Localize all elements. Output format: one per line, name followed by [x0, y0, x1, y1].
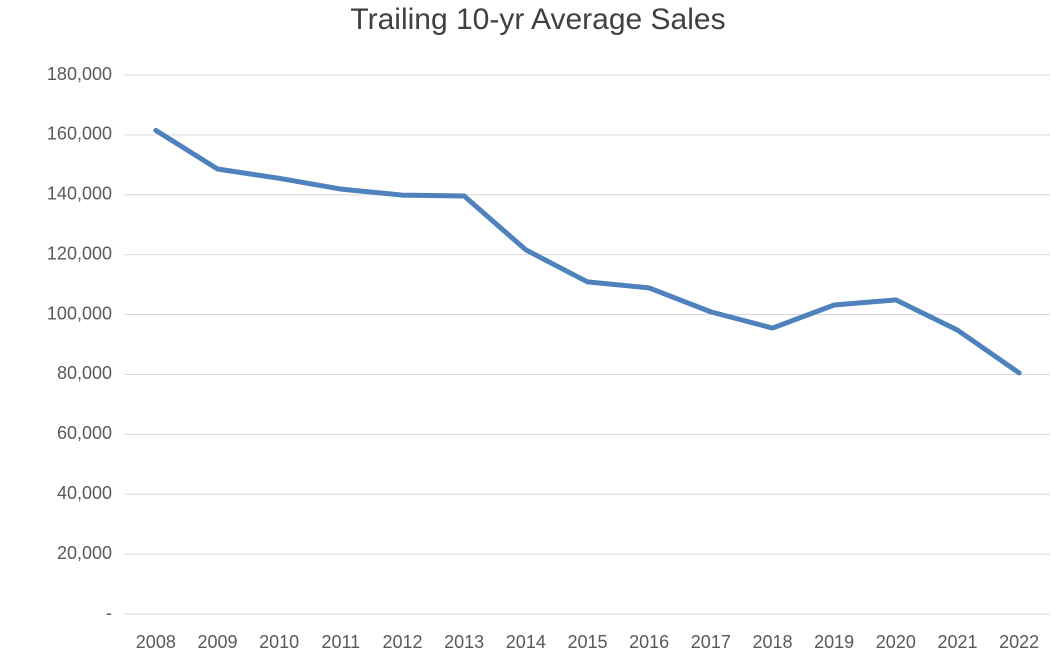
x-tick-label: 2008 [136, 632, 176, 652]
y-tick-label: 40,000 [57, 483, 112, 503]
y-tick-label: 20,000 [57, 543, 112, 563]
x-tick-label: 2015 [567, 632, 607, 652]
x-tick-label: 2013 [444, 632, 484, 652]
x-tick-label: 2018 [752, 632, 792, 652]
y-tick-label: 120,000 [47, 243, 112, 263]
y-tick-label: 60,000 [57, 423, 112, 443]
x-tick-label: 2016 [629, 632, 669, 652]
y-tick-label: 160,000 [47, 124, 112, 144]
x-tick-label: 2012 [382, 632, 422, 652]
x-tick-label: 2019 [814, 632, 854, 652]
x-tick-label: 2014 [506, 632, 546, 652]
y-tick-label: - [106, 603, 112, 623]
y-tick-label: 140,000 [47, 184, 112, 204]
line-series [153, 127, 1022, 376]
y-tick-label: 80,000 [57, 363, 112, 383]
x-tick-label: 2017 [691, 632, 731, 652]
x-tick-label: 2011 [321, 632, 360, 652]
x-tick-label: 2020 [876, 632, 916, 652]
y-tick-label: 180,000 [47, 64, 112, 84]
x-tick-label: 2021 [937, 632, 977, 652]
chart-title: Trailing 10-yr Average Sales [350, 3, 725, 36]
x-tick-label: 2022 [999, 632, 1039, 652]
y-tick-label: 100,000 [47, 303, 112, 323]
x-tick-label: 2009 [197, 632, 237, 652]
x-tick-label: 2010 [259, 632, 299, 652]
